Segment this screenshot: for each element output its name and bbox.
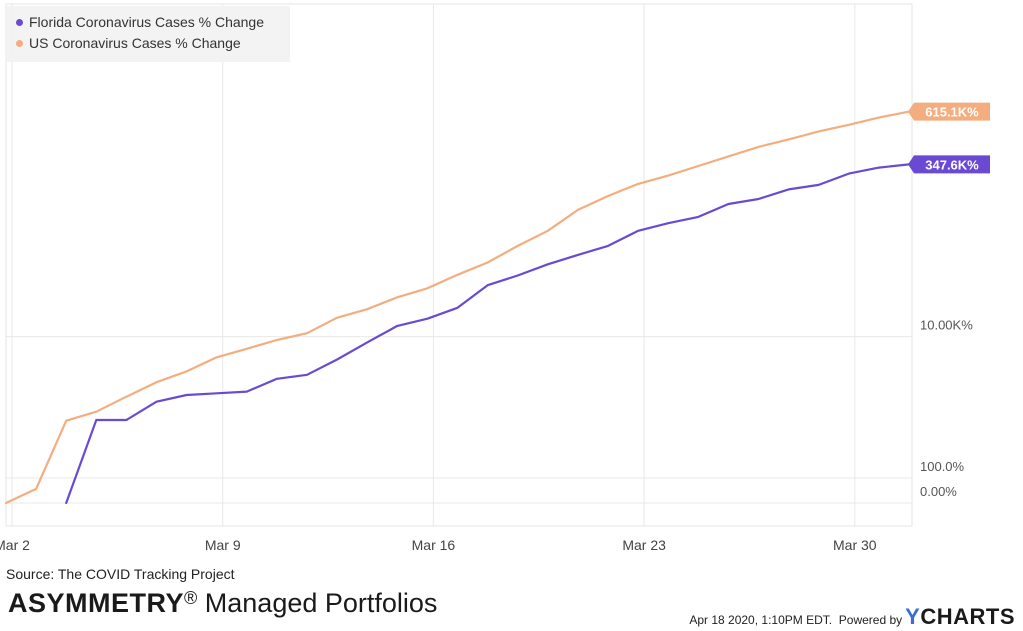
series-line-florida xyxy=(65,163,911,505)
x-tick-label: Mar 9 xyxy=(205,537,241,553)
series-line-us xyxy=(4,110,911,505)
legend-marker-us xyxy=(16,39,23,47)
legend-item-florida[interactable]: Florida Coronavirus Cases % Change xyxy=(16,14,264,30)
svg-text:615.1K%: 615.1K% xyxy=(925,105,979,120)
y-tick-label: 100.0% xyxy=(920,459,965,474)
source-note: Source: The COVID Tracking Project xyxy=(6,566,235,582)
x-tick-label: Mar 30 xyxy=(833,537,877,553)
end-value-label-florida: 347.6K% xyxy=(908,155,990,174)
chart-legend: Florida Coronavirus Cases % Change US Co… xyxy=(6,6,290,62)
legend-item-us[interactable]: US Coronavirus Cases % Change xyxy=(16,35,241,51)
ycharts-logo[interactable]: YCHARTS xyxy=(905,604,1015,629)
x-tick-label: Mar 2 xyxy=(0,537,30,553)
y-tick-label: 0.00% xyxy=(920,484,957,499)
footer-powered-by: Powered by xyxy=(838,613,903,627)
svg-text:347.6K%: 347.6K% xyxy=(925,157,979,172)
legend-marker-florida xyxy=(16,18,23,26)
footer: Apr 18 2020, 1:10PM EDT. Powered by YCHA… xyxy=(689,604,1015,630)
x-tick-label: Mar 23 xyxy=(622,537,666,553)
y-tick-label: 10.00K% xyxy=(920,318,973,333)
x-tick-label: Mar 16 xyxy=(412,537,456,553)
end-value-label-us: 615.1K% xyxy=(908,102,990,121)
footer-timestamp: Apr 18 2020, 1:10PM EDT. xyxy=(689,613,833,627)
brand-logo: ASYMMETRY® Managed Portfolios xyxy=(8,588,438,618)
plot-frame xyxy=(5,3,913,527)
legend-label-us: US Coronavirus Cases % Change xyxy=(29,35,241,51)
line-chart: Mar 2 Mar 9 Mar 16 Mar 23 Mar 30 0.00% 100.0% 1… xyxy=(0,3,990,553)
legend-label-florida: Florida Coronavirus Cases % Change xyxy=(29,14,264,30)
